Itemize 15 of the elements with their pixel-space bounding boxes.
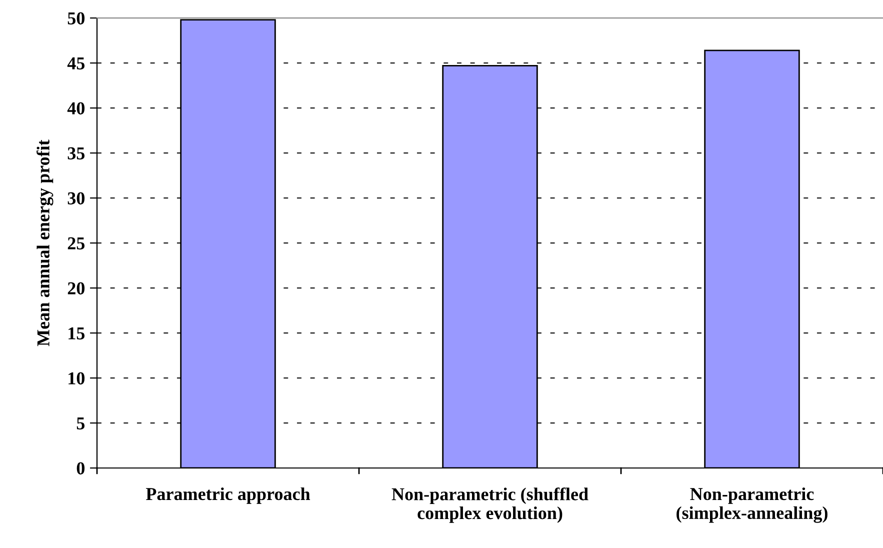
- y-tick-label: 50: [68, 12, 85, 24]
- y-tick-label: 25: [68, 237, 85, 250]
- y-tick-label: 30: [68, 192, 85, 204]
- x-tick-label: Non-parametric (simplex-annealing): [676, 487, 828, 523]
- y-tick-label: 10: [68, 372, 85, 384]
- y-tick-label: 15: [68, 327, 85, 340]
- y-tick-label: 35: [68, 147, 85, 160]
- y-tick-label: 20: [68, 282, 85, 294]
- x-tick-label: Non-parametric (shuffled complex evolution): [392, 487, 588, 523]
- x-tick-label: Parametric approach: [146, 487, 310, 504]
- y-tick-label: 5: [76, 417, 85, 430]
- y-tick-label: 40: [67, 102, 85, 114]
- y-axis-title: Mean annual energy profit: [36, 140, 54, 346]
- y-tick-label: 0: [76, 462, 85, 474]
- y-tick-label: 45: [67, 57, 85, 70]
